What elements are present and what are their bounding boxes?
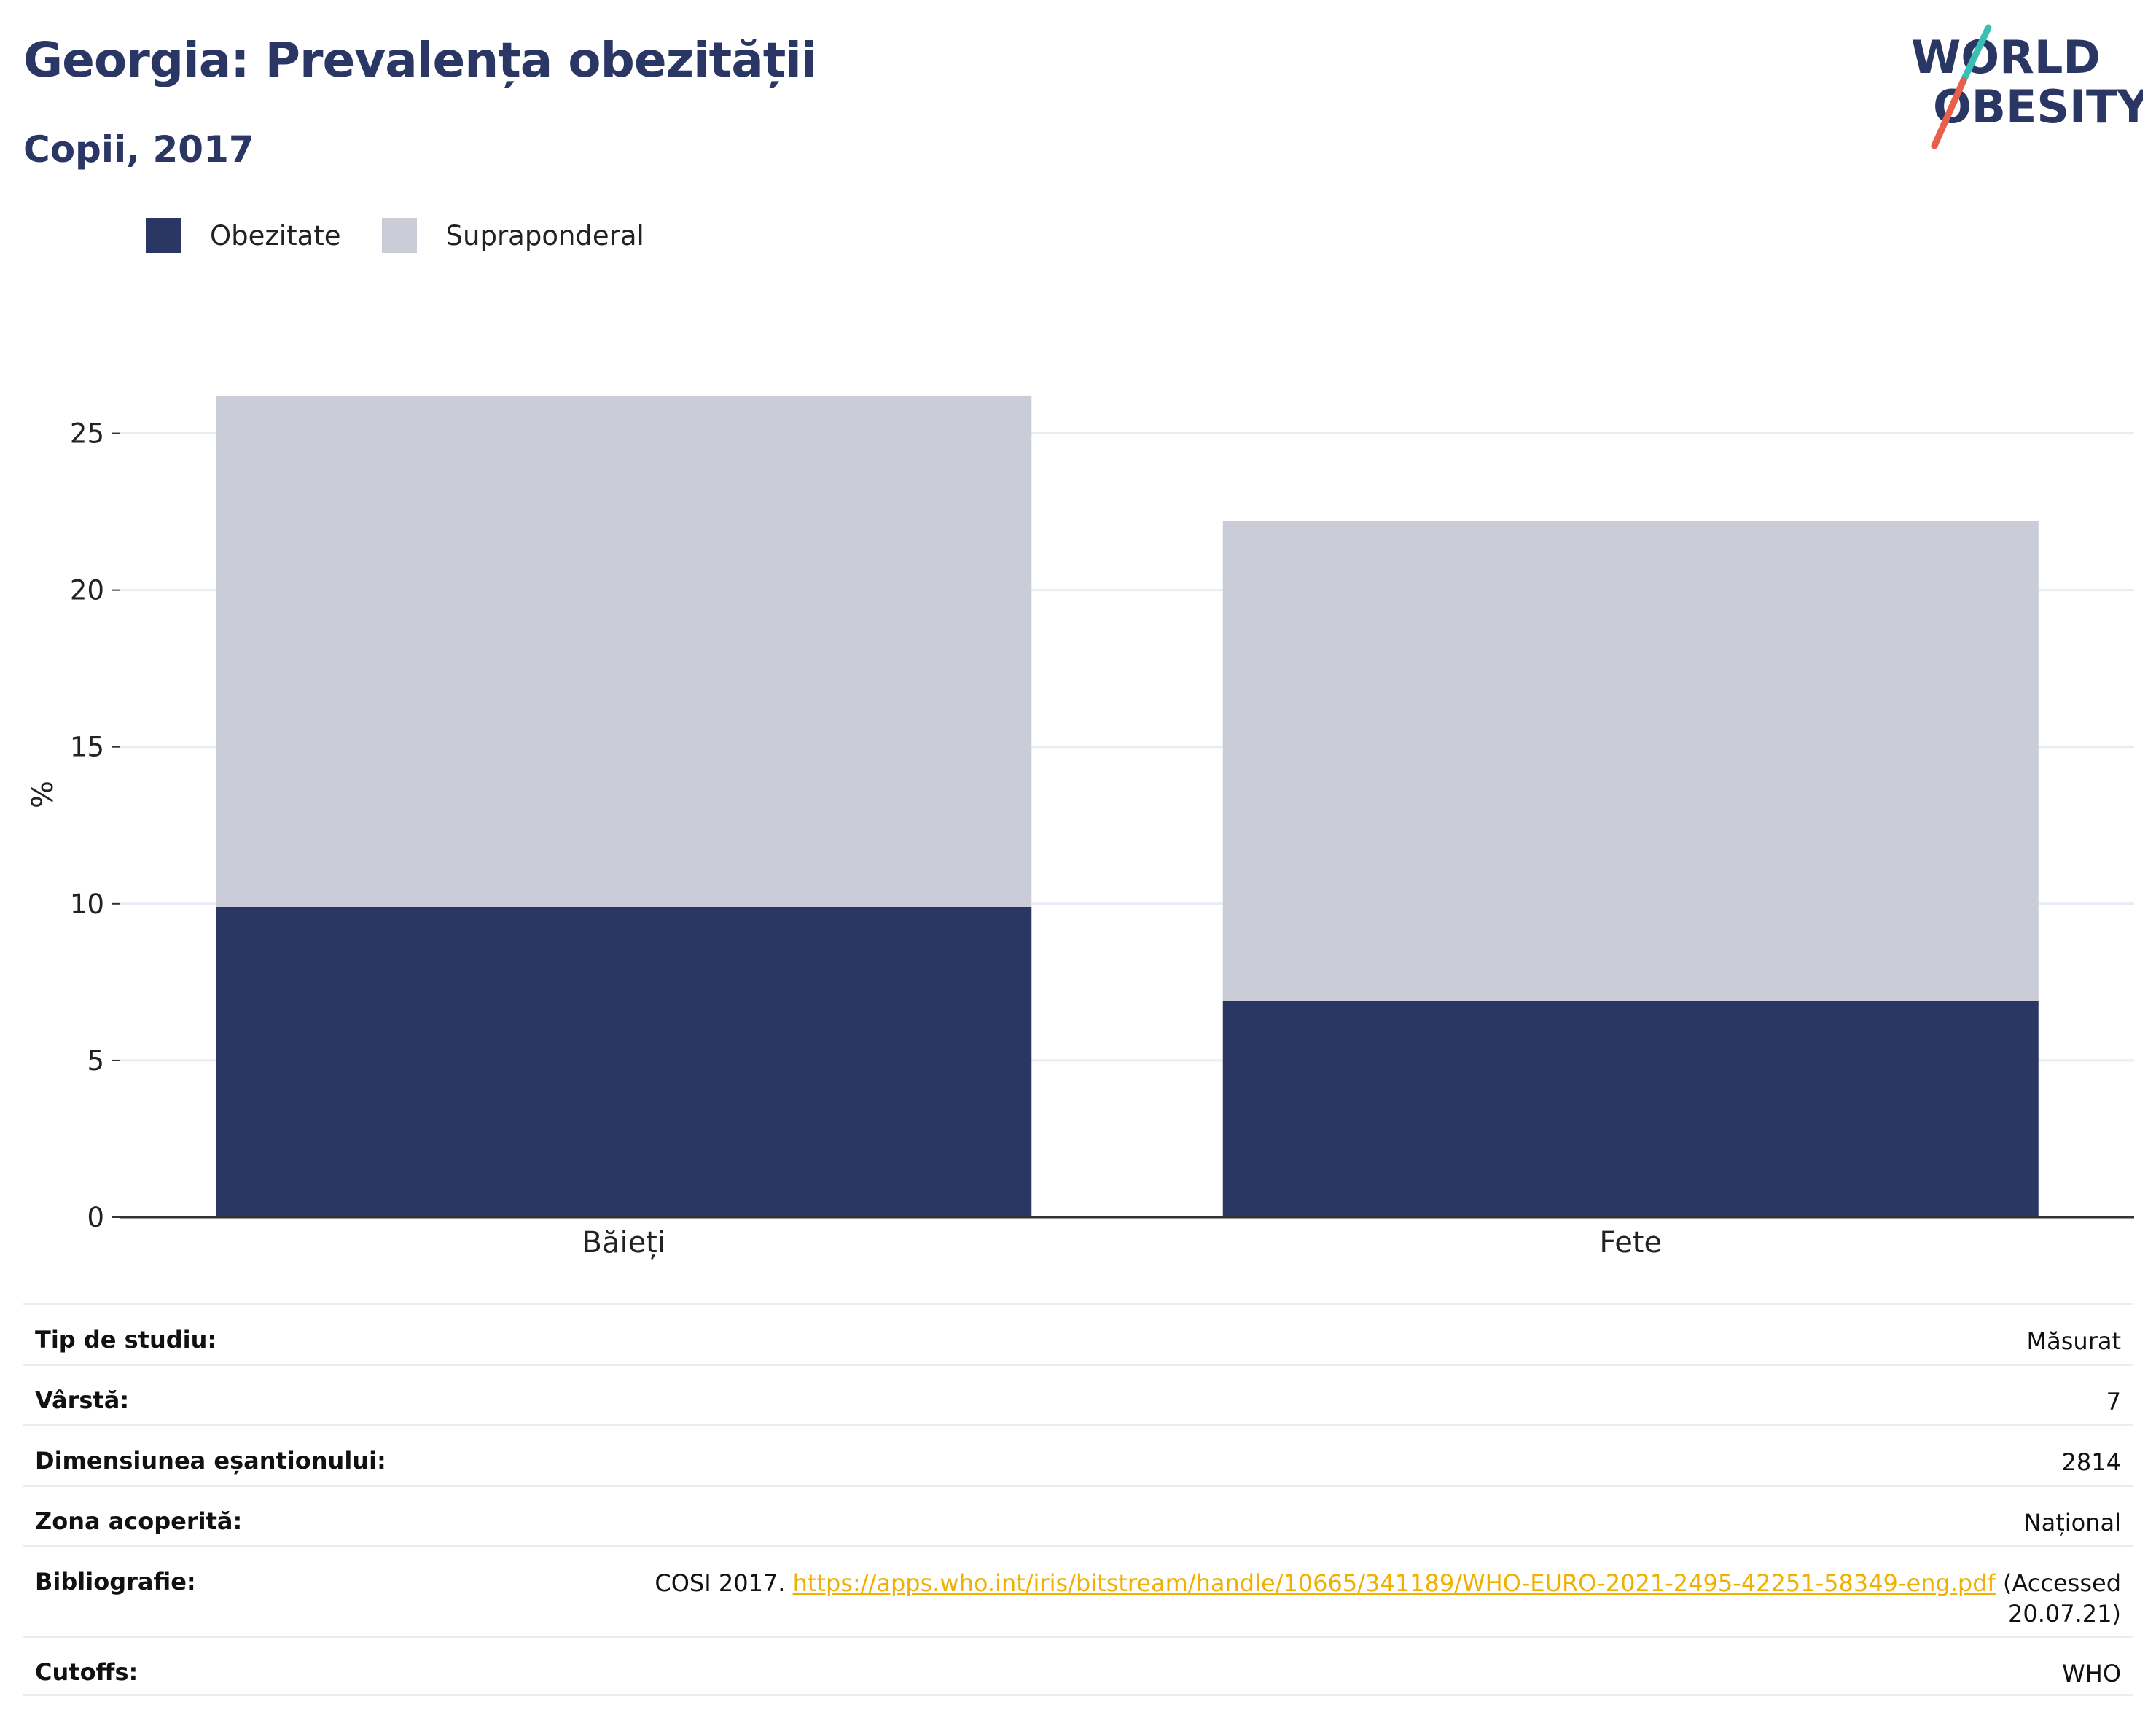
logo-line1: WORLD (1911, 31, 2101, 84)
legend-item-overweight[interactable]: Supraponderal (381, 218, 644, 253)
bar-obesity-1 (1222, 1001, 2039, 1217)
info-row-study-type: Tip de studiu: Măsurat (23, 1303, 2133, 1364)
stacked-bar-chart: 0 5 10 15 20 25 Băieți Fete % (26, 395, 2134, 1260)
y-tick-label: 0 (87, 1202, 104, 1233)
x-category-label: Băieți (582, 1226, 665, 1260)
bar-overweight-1 (1222, 520, 2039, 1001)
info-value: 7 (2106, 1388, 2121, 1415)
info-key: Vârstă: (35, 1386, 130, 1414)
logo-slash-teal (1960, 24, 1992, 84)
info-key: Cutoffs: (35, 1658, 138, 1686)
chart-title: Georgia: Prevalența obezității (23, 32, 818, 88)
info-value-bibliography: COSI 2017. https://apps.who.int/iris/bit… (655, 1568, 2121, 1629)
info-value: Național (2023, 1509, 2121, 1536)
bibliography-accessed-date: 20.07.21) (2008, 1600, 2121, 1628)
info-value: 2814 (2061, 1448, 2121, 1476)
legend-item-obesity[interactable]: Obezitate (146, 218, 341, 253)
y-tick-label: 15 (70, 732, 104, 763)
bibliography-prefix: COSI 2017. (655, 1569, 793, 1597)
info-row-age: Vârstă: 7 (23, 1364, 2133, 1424)
info-table: Tip de studiu: Măsurat Vârstă: 7 Dimensi… (23, 1303, 2133, 1696)
bar-obesity-0 (216, 907, 1032, 1217)
legend-swatch-obesity (146, 218, 181, 253)
y-tick-label: 5 (87, 1045, 104, 1077)
legend-label-obesity: Obezitate (210, 219, 341, 251)
info-row-bibliography: Bibliografie: COSI 2017. https://apps.wh… (23, 1545, 2133, 1636)
info-row-coverage: Zona acoperită: Național (23, 1485, 2133, 1545)
axis-layer: 0 5 10 15 20 25 Băieți Fete (70, 418, 2134, 1260)
info-row-sample-size: Dimensiunea eșantionului: 2814 (23, 1424, 2133, 1485)
info-key: Zona acoperită: (35, 1507, 243, 1535)
bibliography-suffix: (Accessed (1995, 1569, 2121, 1597)
logo-line2: OBESITY (1933, 80, 2143, 133)
bibliography-link[interactable]: https://apps.who.int/iris/bitstream/hand… (792, 1569, 1996, 1597)
info-key: Bibliografie: (35, 1568, 196, 1596)
y-tick-label: 20 (70, 575, 104, 606)
info-row-cutoffs: Cutoffs: WHO (23, 1636, 2133, 1696)
legend: Obezitate Supraponderal (146, 217, 685, 254)
y-tick-label: 25 (70, 418, 104, 450)
y-tick-label: 10 (70, 889, 104, 920)
chart-subtitle: Copii, 2017 (23, 128, 254, 171)
logo-slash-red (1931, 77, 1967, 149)
legend-label-overweight: Supraponderal (445, 219, 644, 251)
x-category-label: Fete (1599, 1226, 1662, 1260)
y-axis-title: % (26, 781, 60, 808)
info-key: Tip de studiu: (35, 1326, 217, 1354)
world-obesity-logo: WORLD OBESITY (1911, 24, 2143, 149)
bar-layer (216, 395, 2039, 1217)
legend-swatch-overweight (381, 218, 417, 253)
bar-overweight-0 (216, 395, 1032, 907)
info-value: Măsurat (2026, 1327, 2121, 1355)
info-value: WHO (2062, 1660, 2121, 1687)
info-key: Dimensiunea eșantionului: (35, 1447, 386, 1475)
